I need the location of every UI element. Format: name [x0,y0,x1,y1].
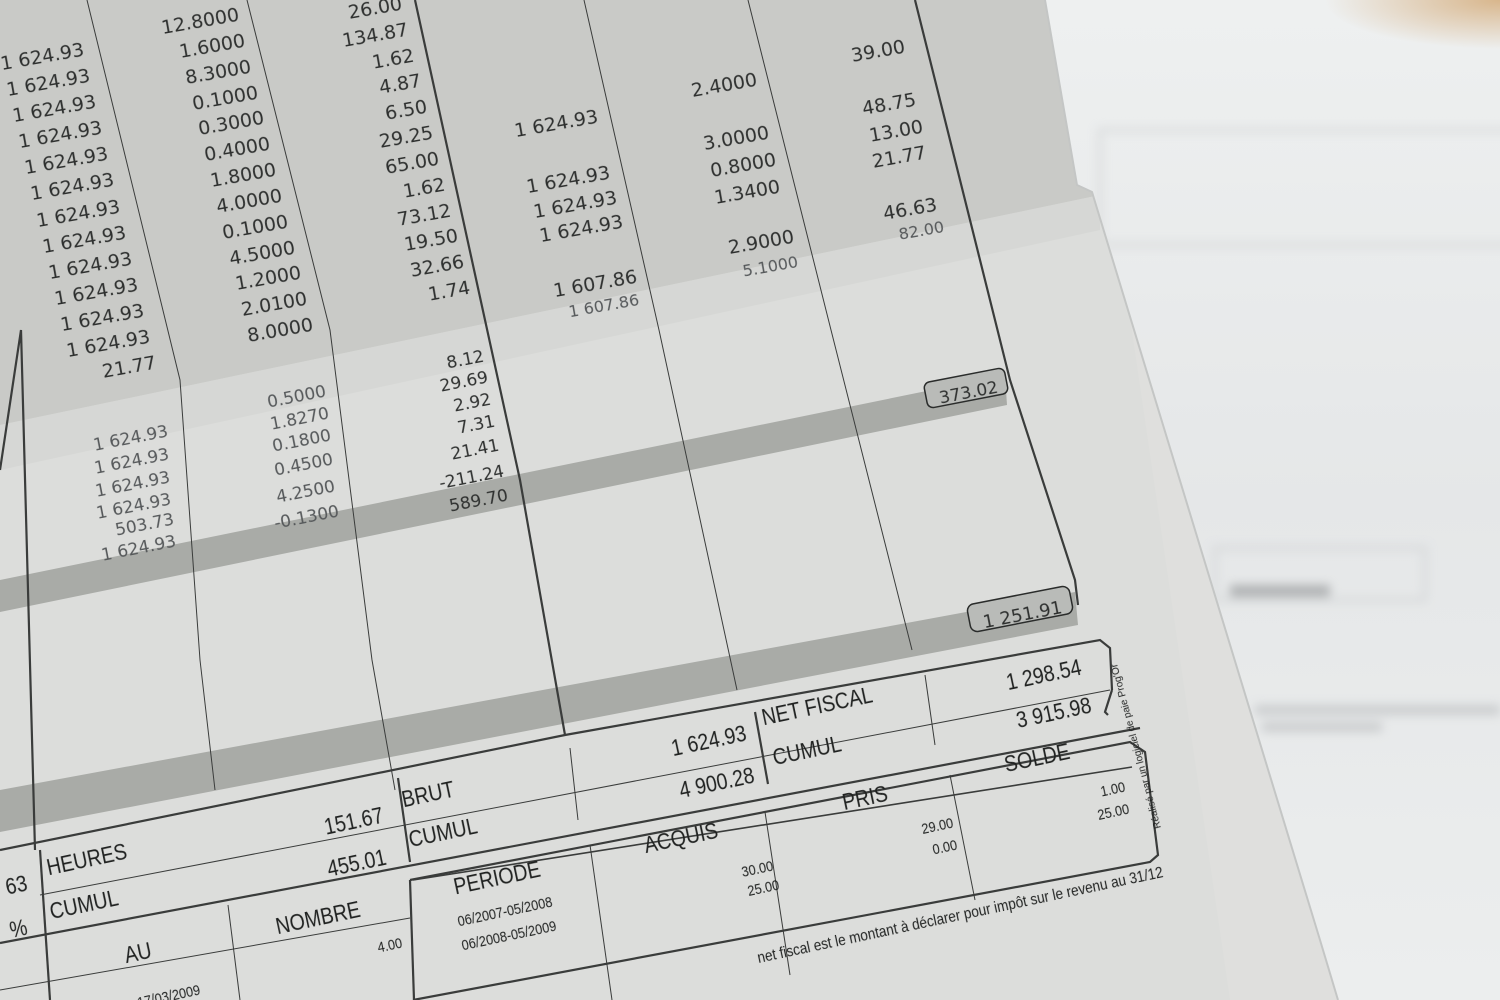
deduction-amount-value: 7.31 [455,411,497,439]
amount-value: 65.00 [383,147,441,179]
deduction-rate-value: 0.4500 [272,449,335,481]
employer-total: 373.02 [937,377,1000,409]
amount-value: 26.00 [346,0,404,24]
amount-value: 6.50 [383,95,429,125]
conges-pris: 29.00 [920,814,955,838]
employer-rate-value: 1.3400 [712,175,782,209]
heures-label: HEURES [44,837,130,881]
base-value: 21.77 [100,351,158,383]
conges-acquis: 30.00 [740,857,775,881]
amount-value: 73.12 [395,199,454,231]
au-header: AU [121,936,154,969]
net-to-pay: 1 251.91 [981,597,1064,634]
employer-amount-value: 82.00 [897,217,946,244]
hours-partial: 63 [2,869,30,900]
employer-amount-value: 21.77 [870,141,928,173]
employer-amount-value: 48.75 [860,88,918,120]
amount-value: 19.50 [402,225,460,257]
deduction-rate-value: -0.1300 [272,501,341,534]
footnote: net fiscal est le montant à déclarer pou… [755,864,1165,967]
amount-value: 4.87 [376,70,423,100]
employer-amount-value: 39.00 [849,35,907,67]
employer-rate-value: 5.1000 [741,252,800,281]
table-surface [1000,0,1500,140]
deduction-amount-value: 21.41 [449,435,501,465]
heures-cumul-label: CUMUL [47,884,121,925]
conges-header: SOLDE [1001,737,1073,778]
conges-header: PERIODE [451,855,543,900]
employer-rate-value: 3.0000 [701,121,771,155]
paper-upper-fold [0,0,1100,425]
conges-pris: 0.00 [930,836,959,859]
brut-cumul-value: 4 900.28 [676,761,757,804]
subtotal-band [0,375,1007,612]
employer-rate-value: 0.8000 [708,148,778,182]
conges-solde: 25.00 [1096,800,1131,824]
employer-amount-value: 13.00 [867,115,925,147]
conges-acquis: 25.00 [746,876,781,900]
net-fiscal-value: 1 298.54 [1003,653,1084,696]
amount-value: 1.62 [370,44,417,74]
net-fiscal-label: NET FISCAL [759,681,875,731]
percent-sign: % [7,913,30,943]
rate-value: 8.0000 [245,313,315,347]
brut-label: BRUT [399,775,457,813]
amount-value: 32.66 [408,250,466,282]
absence-date: 17/03/2009 [135,981,202,1000]
net-fiscal-cumul-value: 3 915.98 [1013,691,1094,734]
amount-value: 29.25 [377,121,435,153]
nombre-value: 4.00 [375,934,404,957]
nombre-header: NOMBRE [273,895,363,940]
net-fiscal-cumul-label: CUMUL [770,730,844,771]
net-band [0,592,1078,832]
brut-cumul-label: CUMUL [406,812,480,853]
conges-header: ACQUIS [641,817,721,859]
amount-value: 1.62 [401,173,448,203]
conges-solde: 1.00 [1098,778,1127,801]
employer-base-value: 1 624.93 [512,105,600,143]
net-to-pay-box [966,585,1074,633]
employer-total-box [923,367,1009,409]
brut-value: 1 624.93 [668,719,749,762]
conges-header: PRIS [839,780,890,815]
heures-cumul-value: 455.01 [324,843,389,882]
deductions-subtotal: 589.70 [447,485,510,517]
deduction-base-value: 1 624.93 [99,531,178,566]
amount-value: 1.74 [426,276,472,306]
employer-rate-value: 2.4000 [689,68,759,102]
heures-value: 151.67 [321,801,386,840]
